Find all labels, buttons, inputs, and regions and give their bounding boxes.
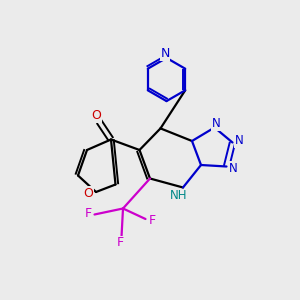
Text: O: O — [84, 187, 93, 200]
Text: N: N — [229, 161, 238, 175]
Text: NH: NH — [170, 189, 187, 203]
Text: F: F — [116, 236, 124, 250]
Text: N: N — [235, 134, 244, 148]
Text: F: F — [148, 214, 156, 227]
Text: F: F — [84, 207, 92, 220]
Text: N: N — [212, 117, 220, 130]
Text: O: O — [91, 109, 101, 122]
Text: N: N — [160, 47, 170, 60]
